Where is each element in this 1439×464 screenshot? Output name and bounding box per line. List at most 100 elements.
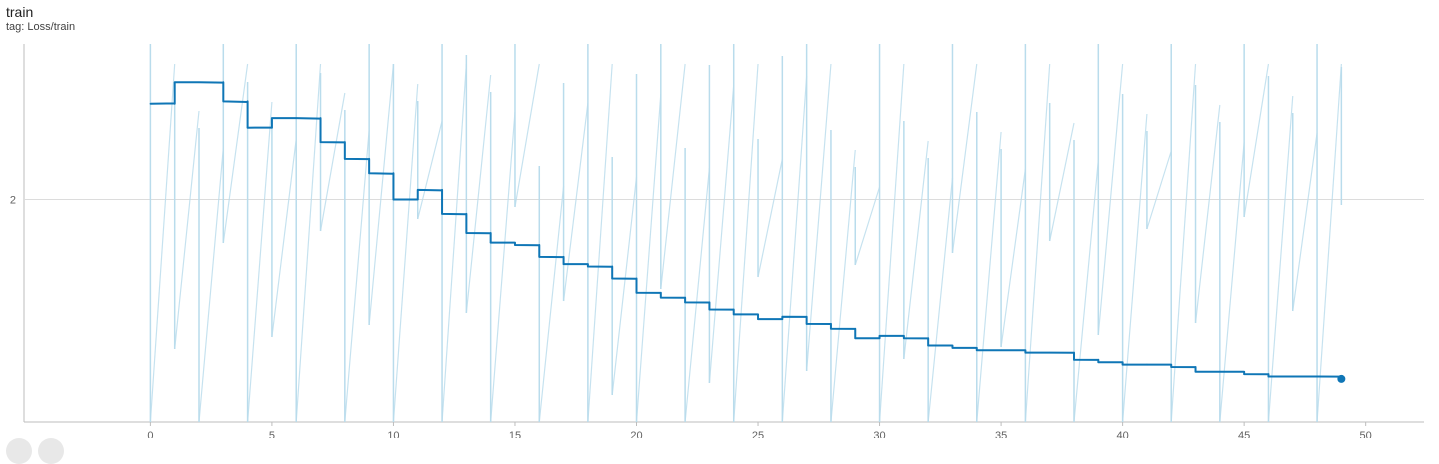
x-tick-label: 50 [1360, 430, 1372, 438]
raw-trace [441, 63, 467, 422]
raw-trace [708, 84, 735, 384]
raw-trace [635, 93, 662, 422]
data-point [635, 292, 638, 294]
data-point [757, 318, 759, 320]
raw-trace [660, 63, 686, 290]
raw-trace [757, 158, 783, 278]
raw-trace [830, 149, 856, 422]
x-tick-label: 10 [387, 430, 399, 438]
data-point [368, 172, 370, 174]
raw-trace [903, 140, 929, 360]
data-point [392, 198, 395, 201]
raw-trace [344, 129, 370, 422]
data-point [489, 241, 492, 244]
data-point [830, 327, 832, 330]
data-point [1316, 375, 1318, 378]
raw-trace [1194, 104, 1221, 324]
raw-trace [1000, 168, 1026, 348]
raw-trace [417, 120, 443, 220]
data-point [805, 323, 808, 325]
raw-trace [1097, 63, 1124, 336]
x-tick-label: 15 [509, 430, 521, 438]
data-point [562, 263, 565, 265]
data-point [708, 308, 711, 311]
smoothed-series-line [150, 81, 1343, 379]
expand-button[interactable] [38, 438, 64, 464]
y-tick-label: 2 [10, 195, 16, 207]
raw-trace [1170, 63, 1197, 422]
data-point [295, 117, 298, 119]
data-point [975, 349, 978, 352]
data-point [854, 337, 857, 340]
raw-trace [295, 63, 322, 422]
data-point [1146, 363, 1148, 366]
x-tick-label: 45 [1238, 430, 1250, 438]
data-point [1000, 349, 1002, 352]
x-tick-label: 20 [630, 430, 642, 438]
x-tick-label: 5 [269, 430, 275, 438]
data-point [587, 265, 589, 268]
x-tick-label: 0 [147, 430, 153, 438]
raw-trace [1243, 63, 1270, 218]
raw-trace [927, 177, 954, 422]
raw-trace [1049, 122, 1075, 242]
data-point [441, 213, 443, 215]
data-point [514, 244, 516, 246]
data-point [538, 256, 541, 258]
download-button[interactable] [6, 438, 32, 464]
data-point [1121, 363, 1124, 366]
raw-trace [490, 111, 516, 422]
x-tick-label: 35 [995, 430, 1007, 438]
raw-trace [392, 83, 419, 422]
raw-trace [1073, 159, 1099, 422]
data-point [1048, 351, 1051, 354]
raw-trace [174, 110, 200, 350]
raw-trace [247, 101, 273, 422]
x-tick-label: 40 [1116, 430, 1128, 438]
raw-trace [222, 63, 249, 244]
raw-trace [1219, 141, 1245, 422]
data-point [416, 189, 419, 191]
data-point [684, 301, 686, 304]
data-point [781, 315, 784, 318]
raw-trace [733, 63, 759, 422]
data-point [271, 117, 273, 119]
data-point [951, 347, 954, 349]
raw-trace [1122, 113, 1148, 422]
data-point [465, 232, 468, 234]
data-point [660, 296, 662, 299]
chart-tag: tag: Loss/train [6, 21, 76, 33]
raw-trace [1024, 63, 1051, 422]
raw-trace [1316, 63, 1342, 422]
data-point [1194, 370, 1197, 373]
data-point [903, 337, 905, 340]
raw-trace [781, 75, 808, 422]
data-point [1291, 375, 1294, 378]
x-tick-label: 30 [873, 430, 885, 438]
raw-trace [806, 63, 832, 372]
data-point [1243, 373, 1245, 375]
raw-trace [271, 138, 297, 338]
raw-trace [538, 185, 565, 422]
raw-trace [1292, 132, 1318, 312]
data-point [246, 126, 249, 129]
data-point [198, 81, 200, 84]
raw-trace [587, 63, 613, 422]
data-point [878, 335, 881, 337]
raw-trace [562, 102, 589, 302]
loss-line-chart[interactable]: 20 5 10 15 20 25 30 35 40 45 50 [0, 0, 1439, 438]
raw-trace [465, 74, 492, 314]
raw-trace [368, 63, 395, 326]
data-point [611, 277, 613, 280]
raw-trace [1146, 150, 1172, 230]
data-point [1170, 366, 1173, 368]
raw-trace [976, 131, 1002, 422]
data-point [319, 141, 322, 143]
raw-trace [149, 63, 176, 422]
data-point [1267, 375, 1270, 378]
data-point [149, 103, 152, 105]
chart-title: train [6, 4, 34, 20]
raw-trace [198, 147, 224, 422]
data-point [173, 81, 176, 84]
data-point [732, 313, 735, 316]
